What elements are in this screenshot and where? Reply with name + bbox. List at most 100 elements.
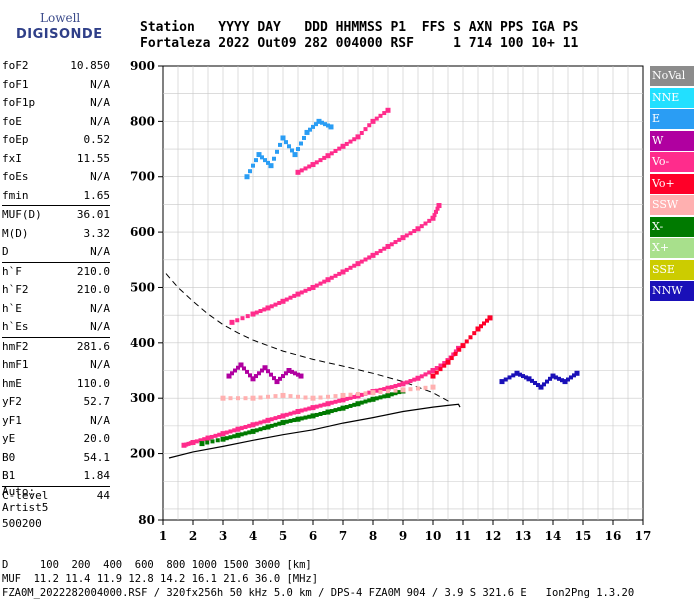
echo-point (229, 319, 235, 325)
echo-point (199, 441, 205, 447)
echo-point (442, 361, 447, 366)
param-row: foEp 0.52 (2, 131, 110, 150)
echo-point (468, 335, 473, 340)
echo-point (286, 368, 292, 374)
auto-info: Auto: Artist5 500200 (2, 484, 48, 532)
echo-point (186, 441, 191, 446)
echo-point (415, 375, 421, 381)
param-row: M(D) 3.32 (2, 225, 110, 244)
echo-point (419, 374, 424, 379)
param-value: N/A (90, 245, 110, 258)
x-tick-label: 15 (575, 529, 592, 543)
param-key: foEp (2, 133, 29, 146)
legend-item: NNE (650, 87, 694, 108)
echo-point (393, 240, 398, 245)
echo-point (260, 368, 264, 373)
param-row: foF1 N/A (2, 76, 110, 95)
echo-point (367, 398, 372, 403)
x-tick-label: 1 (159, 529, 167, 543)
echo-point (337, 146, 342, 151)
auto-line-1: Auto: (2, 485, 36, 498)
echo-point (329, 151, 334, 156)
param-row: foF2 10.850 (2, 57, 110, 76)
echo-point (250, 376, 256, 382)
echo-point (303, 288, 308, 293)
echo-point (266, 369, 270, 374)
y-tick-label: 80 (138, 513, 155, 527)
param-value: N/A (90, 77, 110, 91)
echo-point (514, 370, 520, 376)
echo-point (262, 426, 267, 431)
legend-item: NoVal (650, 66, 694, 86)
echo-point (292, 293, 297, 298)
legend-item: NNW (650, 281, 694, 301)
echo-point (457, 347, 462, 352)
echo-point (374, 251, 379, 256)
echo-point (263, 158, 267, 163)
param-row: fxI 11.55 (2, 150, 110, 169)
echo-point (224, 430, 229, 435)
echo-point (400, 235, 406, 241)
echo-point (284, 297, 289, 302)
echo-point (303, 407, 308, 412)
echo-point (217, 432, 222, 437)
echo-point (359, 130, 364, 135)
echo-point (560, 378, 564, 383)
legend-item: SSE (650, 259, 694, 280)
param-key: yE (2, 432, 16, 445)
echo-point (415, 226, 421, 232)
param-value: 0.52 (83, 133, 111, 146)
param-row: yF1 N/A (2, 412, 110, 431)
param-value: 210.0 (76, 283, 110, 296)
legend-item: X- (650, 216, 694, 237)
param-value: 3.32 (83, 226, 111, 240)
echo-point (245, 314, 250, 319)
param-key: M(D) (2, 226, 29, 240)
param-value: 210.0 (76, 264, 110, 278)
echo-point (423, 221, 428, 226)
echo-point (348, 395, 353, 400)
echo-point (355, 261, 361, 267)
param-value: 1.65 (83, 188, 111, 202)
echo-point (258, 427, 263, 432)
echo-point (316, 118, 322, 124)
echo-point (363, 257, 368, 262)
param-key: h`F (2, 264, 22, 278)
param-value: N/A (90, 358, 110, 371)
echo-point (288, 394, 293, 399)
echo-point (250, 422, 256, 428)
echo-point (385, 385, 391, 391)
echo-point (526, 376, 532, 382)
echo-point (272, 376, 276, 381)
param-value: 54.1 (83, 450, 111, 464)
echo-point (435, 206, 440, 211)
legend: NoVal NNE E W Vo- Vo+ SSW X- X+ SSE NNW (650, 66, 694, 303)
echo-point (314, 283, 319, 288)
echo-point (333, 408, 338, 413)
echo-point (181, 442, 187, 448)
param-key: h`F2 (2, 283, 29, 296)
y-tick-label: 200 (130, 447, 155, 461)
echo-point (320, 120, 324, 125)
echo-point (247, 423, 252, 428)
echo-point (499, 379, 505, 385)
param-row: h`F 210.0 (2, 263, 110, 282)
echo-point (265, 305, 271, 311)
echo-point (295, 169, 301, 175)
echo-point (340, 392, 346, 398)
echo-point (344, 141, 349, 146)
echo-point (518, 372, 522, 377)
echo-point (386, 389, 390, 394)
echo-point (277, 300, 282, 305)
echo-point (367, 255, 372, 260)
echo-point (310, 395, 316, 401)
echo-point (430, 373, 436, 379)
param-value: 11.55 (76, 151, 110, 165)
y-tick-label: 800 (130, 114, 155, 128)
echo-point (280, 298, 286, 304)
echo-point (254, 421, 259, 426)
param-value: N/A (90, 301, 110, 315)
echo-point (344, 267, 349, 272)
echo-point (280, 135, 286, 141)
echo-point (292, 152, 298, 158)
